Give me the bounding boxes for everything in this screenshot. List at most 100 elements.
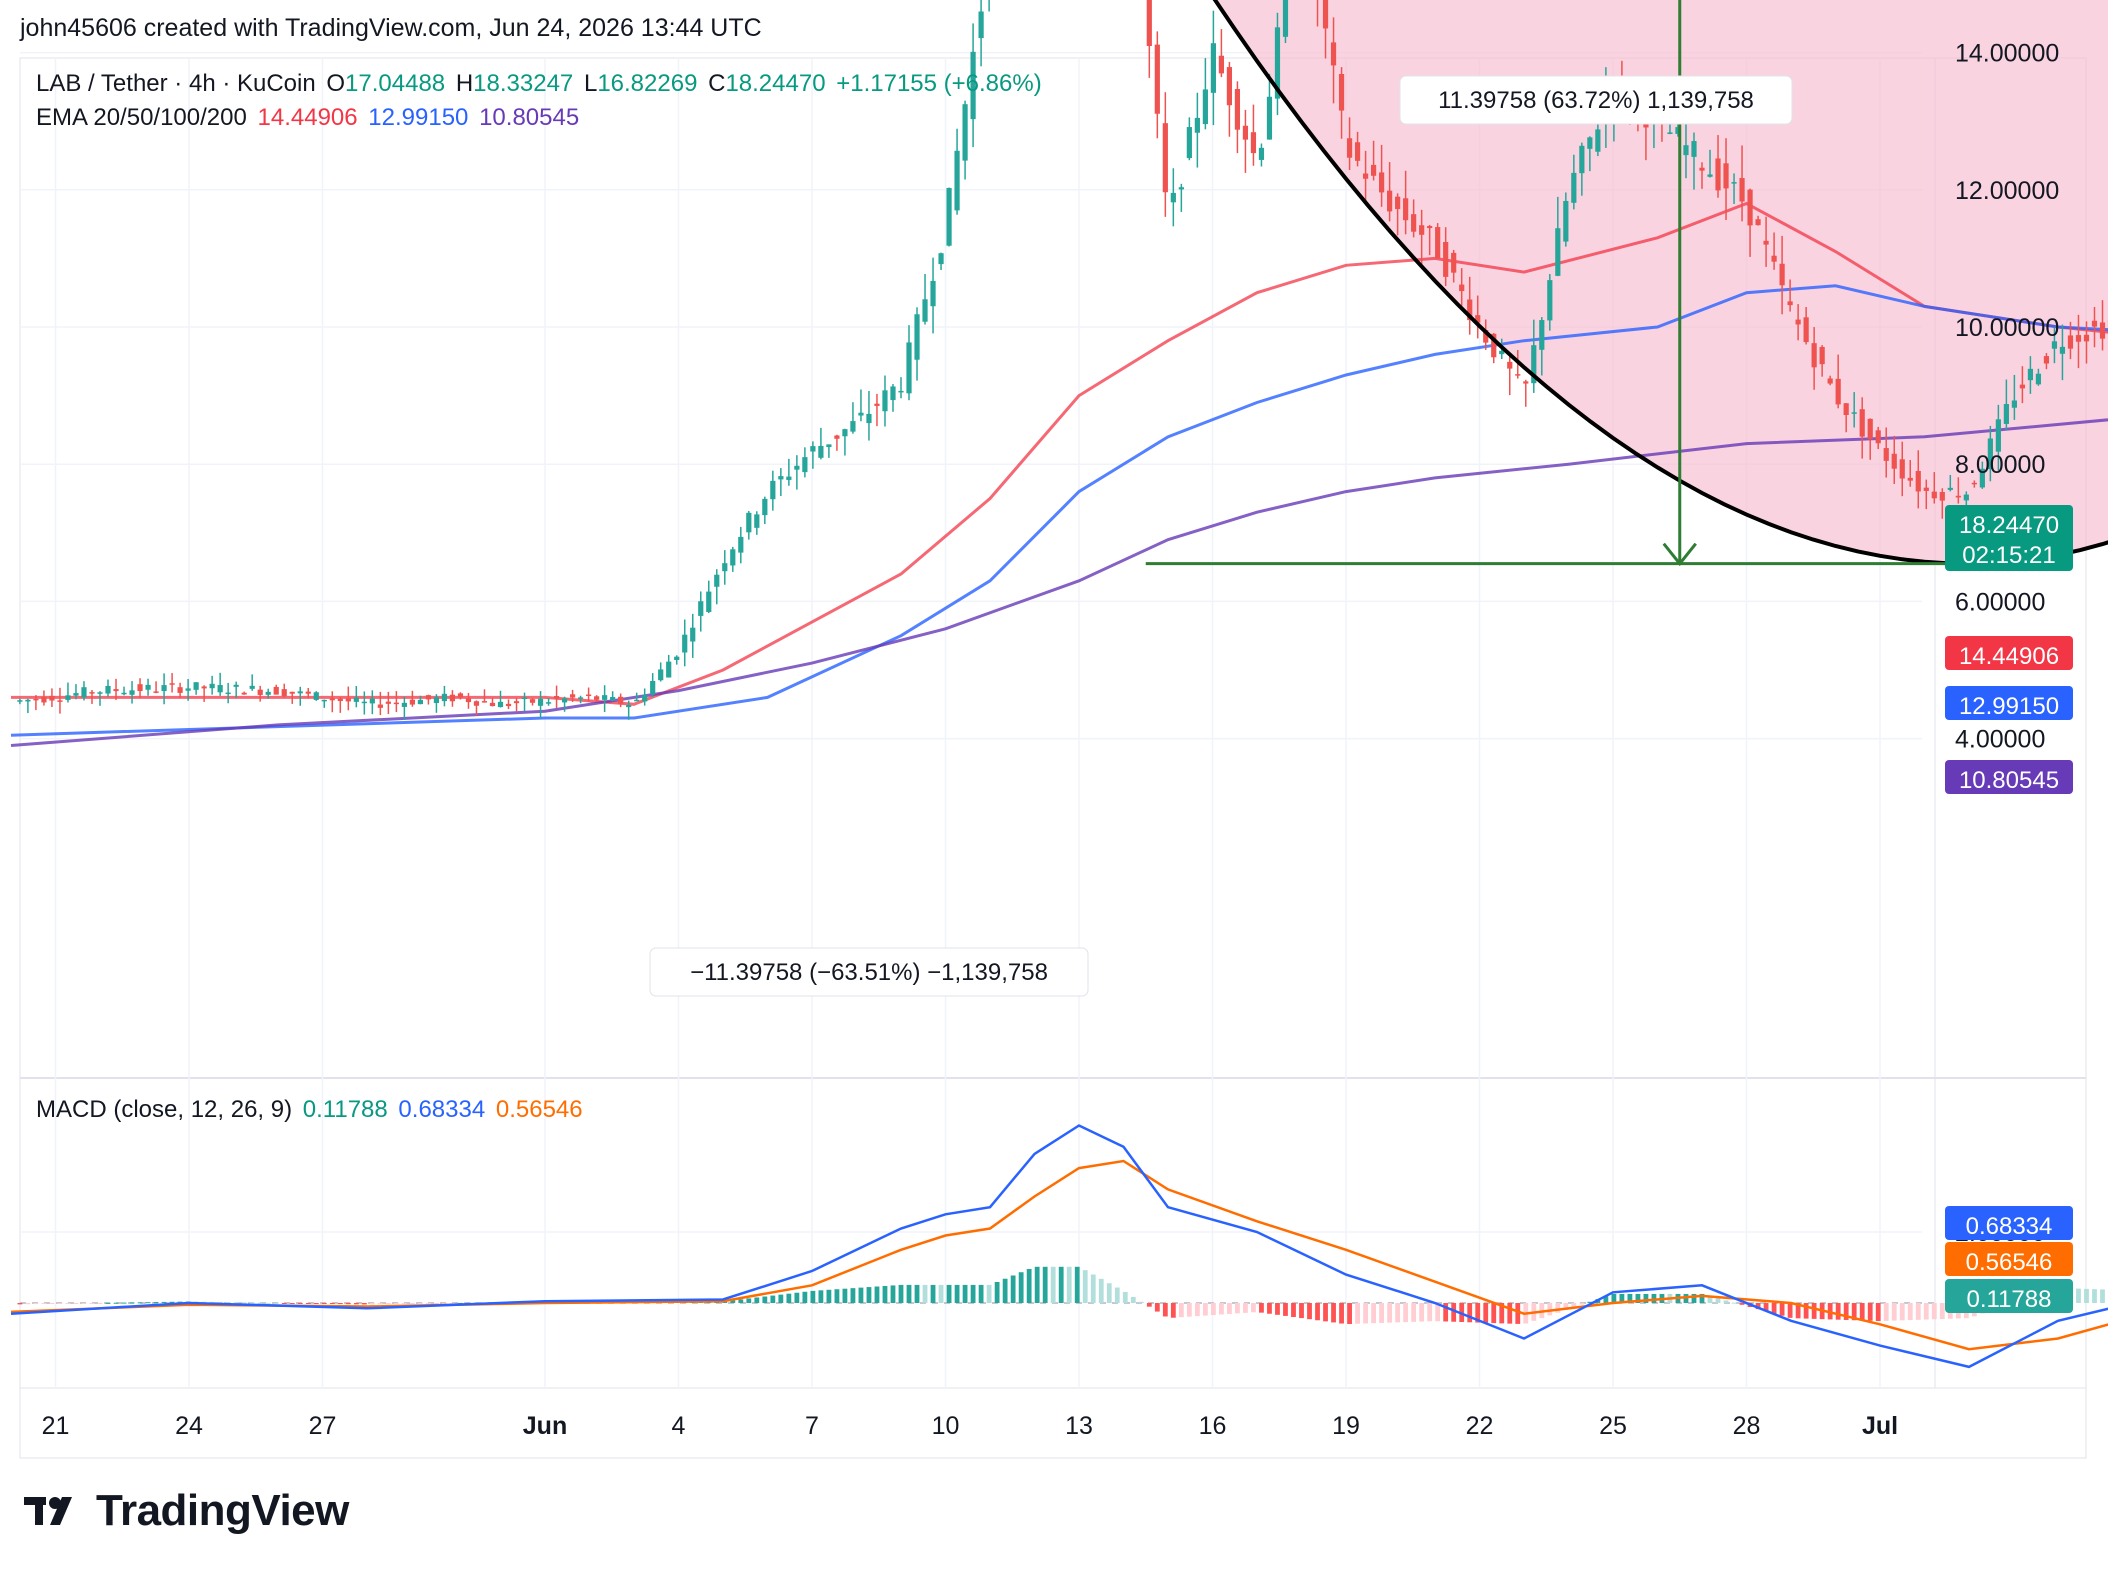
symbol-label[interactable]: LAB / Tether · 4h · KuCoin bbox=[36, 70, 316, 97]
macd-badge[interactable]: 0.68334 bbox=[1945, 1206, 2073, 1240]
candle-body bbox=[1731, 182, 1736, 184]
candle-body bbox=[1940, 492, 1945, 501]
macd-line-value: 0.68334 bbox=[398, 1096, 485, 1123]
candle-body bbox=[1515, 374, 1520, 376]
signal-badge-text: 0.56546 bbox=[1966, 1249, 2053, 1276]
ema-label[interactable]: EMA 20/50/100/200 bbox=[36, 104, 247, 131]
time-tick-label: 4 bbox=[672, 1412, 686, 1440]
macd-histogram-bar bbox=[298, 1303, 303, 1304]
candle-body bbox=[1860, 409, 1865, 436]
candle-body bbox=[89, 692, 94, 694]
macd-histogram-bar bbox=[370, 1303, 375, 1304]
time-tick-label: 25 bbox=[1599, 1412, 1627, 1440]
macd-histogram-bar bbox=[162, 1302, 167, 1303]
candle-body bbox=[1579, 146, 1584, 173]
candle-body bbox=[434, 697, 439, 703]
macd-histogram-bar bbox=[1131, 1297, 1136, 1303]
candle-body bbox=[594, 696, 599, 700]
candle-body bbox=[506, 704, 511, 706]
candle-body bbox=[666, 662, 671, 678]
candle-body bbox=[2044, 356, 2049, 363]
macd-histogram-bar bbox=[122, 1303, 127, 1304]
tradingview-logo[interactable]: TradingView bbox=[22, 1486, 349, 1536]
ema50-badge[interactable]: 12.99150 bbox=[1945, 686, 2073, 720]
time-tick-label: Jul bbox=[1862, 1412, 1898, 1440]
time-tick-label: 7 bbox=[805, 1412, 819, 1440]
change-value: +1.17155 (+6.86%) bbox=[836, 70, 1042, 97]
macd-label[interactable]: MACD (close, 12, 26, 9) bbox=[36, 1096, 292, 1123]
macd-histogram-bar bbox=[907, 1285, 912, 1303]
candle-body bbox=[57, 700, 62, 702]
macd-legend[interactable]: MACD (close, 12, 26, 9) 0.11788 0.68334 … bbox=[36, 1096, 587, 1124]
candle-body bbox=[1683, 145, 1688, 155]
ema-legend[interactable]: EMA 20/50/100/200 14.44906 12.99150 10.8… bbox=[36, 104, 583, 132]
macd-histogram-bar bbox=[2084, 1289, 2089, 1303]
candle-body bbox=[1571, 173, 1576, 203]
macd-histogram-bar bbox=[1836, 1303, 1841, 1320]
candle-body bbox=[682, 635, 687, 653]
price-legend[interactable]: LAB / Tether · 4h · KuCoin O17.04488 H18… bbox=[36, 70, 1046, 98]
candle-body bbox=[1259, 148, 1264, 160]
candle-body bbox=[538, 699, 543, 706]
macd-histogram-bar bbox=[82, 1303, 87, 1304]
candle-body bbox=[674, 657, 679, 660]
macd-histogram-bar bbox=[963, 1285, 968, 1303]
candle-body bbox=[522, 698, 527, 700]
macd-histogram-bar bbox=[1868, 1303, 1873, 1321]
close-label: C bbox=[708, 70, 725, 97]
macd-histogram-bar bbox=[90, 1303, 95, 1304]
candle-body bbox=[121, 693, 126, 695]
candle-body bbox=[1339, 74, 1344, 111]
price-tick-label: 6.00000 bbox=[1955, 588, 2045, 616]
candle-body bbox=[1411, 214, 1416, 232]
candle-body bbox=[161, 685, 166, 691]
candle-body bbox=[1283, 0, 1288, 37]
signal-badge[interactable]: 0.56546 bbox=[1945, 1242, 2073, 1276]
macd-histogram-bar bbox=[154, 1302, 159, 1303]
macd-histogram-bar bbox=[1243, 1303, 1248, 1313]
candle-body bbox=[450, 695, 455, 702]
macd-histogram-bar bbox=[242, 1302, 247, 1303]
hist-badge[interactable]: 0.11788 bbox=[1945, 1279, 2073, 1313]
macd-histogram-bar bbox=[1355, 1303, 1360, 1324]
candle-body bbox=[258, 690, 263, 695]
candle-body bbox=[1804, 317, 1809, 342]
macd-histogram-bar bbox=[1235, 1303, 1240, 1313]
candle-body bbox=[2012, 400, 2017, 407]
candle-body bbox=[570, 694, 575, 697]
candle-body bbox=[818, 446, 823, 458]
macd-histogram-bar bbox=[1003, 1279, 1008, 1303]
ema100-value: 10.80545 bbox=[479, 104, 579, 131]
macd-histogram-bar bbox=[314, 1303, 319, 1304]
macd-histogram-bar bbox=[1267, 1303, 1272, 1314]
macd-histogram-bar bbox=[1011, 1275, 1016, 1303]
candle-body bbox=[386, 702, 391, 704]
candle-body bbox=[1251, 132, 1256, 153]
candle-body bbox=[1227, 67, 1232, 105]
macd-histogram-bar bbox=[770, 1296, 775, 1303]
candle-body bbox=[1451, 253, 1456, 273]
candle-body bbox=[1203, 89, 1208, 124]
macd-histogram-bar bbox=[1171, 1303, 1176, 1318]
candle-body bbox=[378, 705, 383, 708]
candle-body bbox=[826, 444, 831, 447]
candle-body bbox=[1723, 163, 1728, 188]
ema20-badge[interactable]: 14.44906 bbox=[1945, 636, 2073, 670]
candle-body bbox=[1812, 343, 1817, 367]
ema100-badge[interactable]: 10.80545 bbox=[1945, 760, 2073, 794]
candle-body bbox=[530, 699, 535, 703]
macd-histogram-bar bbox=[58, 1303, 63, 1304]
candle-body bbox=[1876, 430, 1881, 443]
candle-body bbox=[850, 421, 855, 432]
candle-body bbox=[746, 513, 751, 533]
macd-histogram-bar bbox=[1483, 1303, 1488, 1323]
candle-body bbox=[346, 698, 351, 701]
candle-body bbox=[730, 549, 735, 565]
candle-body bbox=[898, 391, 903, 393]
candle-body bbox=[906, 342, 911, 393]
macd-histogram-bar bbox=[306, 1303, 311, 1304]
candle-body bbox=[1828, 378, 1833, 383]
candle-body bbox=[1820, 347, 1825, 364]
